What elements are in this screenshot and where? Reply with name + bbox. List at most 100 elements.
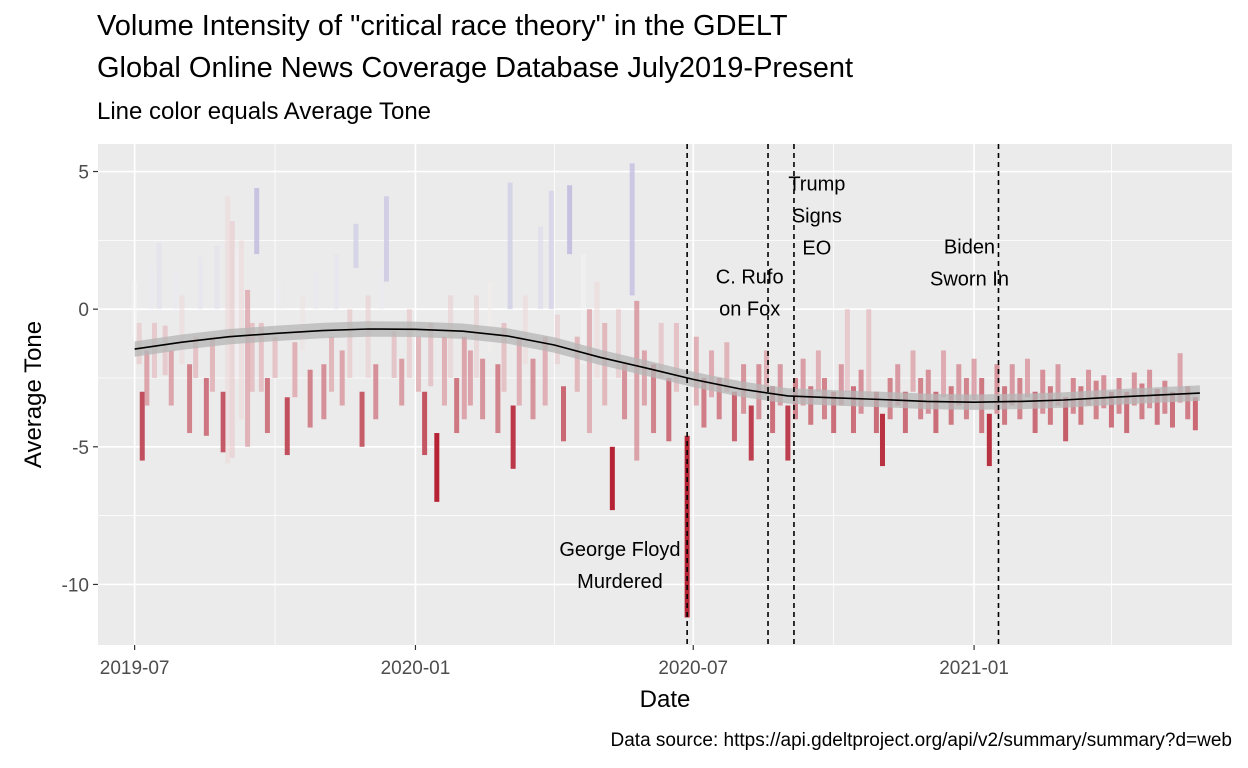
tone-bar xyxy=(777,364,783,406)
tone-bar xyxy=(329,336,335,392)
tone-bar xyxy=(399,358,405,406)
tone-bar xyxy=(693,336,699,406)
event-label-line: on Fox xyxy=(719,299,780,321)
tone-bar xyxy=(895,364,901,406)
tone-bar xyxy=(615,309,621,378)
x-tick-label: 2020-01 xyxy=(381,658,451,679)
y-tick-label: -10 xyxy=(62,575,89,596)
tone-bar xyxy=(567,185,573,255)
tone-bar xyxy=(501,322,507,392)
tone-bar xyxy=(179,295,185,365)
tone-bar xyxy=(641,350,647,406)
tone-bar xyxy=(609,446,615,511)
tone-bar xyxy=(245,289,251,447)
tone-bar xyxy=(454,377,460,434)
event-label-line: Murdered xyxy=(577,571,663,593)
tone-bar xyxy=(132,281,138,337)
tone-bar xyxy=(994,364,1000,414)
tone-bar xyxy=(850,386,856,434)
tone-bar xyxy=(658,322,664,378)
tone-bar xyxy=(1009,364,1015,406)
y-axis-label: Average Tone xyxy=(20,321,47,468)
chart-title-line-1: Volume Intensity of "critical race theor… xyxy=(97,10,788,42)
tone-bar xyxy=(284,397,290,456)
smooth-trend-line xyxy=(134,328,1200,404)
tone-bar xyxy=(510,405,516,469)
tone-bar xyxy=(844,309,850,392)
tone-bar xyxy=(1032,391,1038,434)
tone-bar xyxy=(1055,364,1061,406)
tone-bar xyxy=(838,364,844,406)
tone-bar xyxy=(220,391,226,453)
tone-bar xyxy=(353,223,359,268)
tone-bar xyxy=(808,386,814,425)
tone-bar xyxy=(347,309,353,378)
tone-bar xyxy=(933,391,939,434)
tone-bar xyxy=(1063,397,1069,442)
tone-bar xyxy=(986,413,992,467)
tone-bar xyxy=(234,248,240,378)
tone-bar xyxy=(1154,388,1160,425)
tone-bar xyxy=(1108,391,1114,428)
tone-bar xyxy=(574,336,580,392)
event-label-line: C. Rufo xyxy=(716,267,784,289)
tone-bar xyxy=(1086,369,1092,406)
tone-bar xyxy=(956,364,962,406)
tone-bar xyxy=(467,350,473,406)
tone-bar xyxy=(866,309,872,398)
tone-bar xyxy=(321,364,327,420)
event-label-line: Sworn In xyxy=(930,268,1009,290)
x-tick-label: 2020-07 xyxy=(658,658,728,679)
tone-bar xyxy=(249,322,255,392)
tone-bar xyxy=(815,350,821,392)
x-axis-label: Date xyxy=(640,686,691,713)
tone-bar xyxy=(1185,386,1191,420)
tone-bar xyxy=(313,270,319,310)
tone-bar xyxy=(373,364,379,420)
tone-bar xyxy=(441,336,447,406)
tone-bar xyxy=(542,336,548,406)
major-gridlines xyxy=(98,144,1232,645)
event-label-line: Biden xyxy=(944,236,995,258)
tone-bar xyxy=(156,243,162,310)
tone-bar xyxy=(548,190,554,310)
tone-bar xyxy=(416,336,422,392)
tone-bar xyxy=(622,364,628,420)
chart-subtitle: Line color equals Average Tone xyxy=(97,98,432,125)
event-lines: George Floyd Murdered C. Rufo on Fox Trump Si… xyxy=(559,144,1009,645)
tone-bar xyxy=(724,342,730,392)
tone-bar xyxy=(651,364,657,434)
tone-bar xyxy=(428,322,434,387)
data-source-caption: Data source: https://api.gdeltproject.or… xyxy=(610,730,1232,751)
tone-bar xyxy=(422,391,428,456)
tone-bar xyxy=(800,358,806,406)
tone-bar xyxy=(538,226,544,310)
tone-bar xyxy=(561,386,567,442)
tone-bar xyxy=(634,300,640,461)
tone-bar xyxy=(1124,391,1130,434)
tone-bar xyxy=(144,350,150,406)
event-label-line: George Floyd xyxy=(559,539,680,561)
tone-bar xyxy=(187,364,193,434)
tone-bar xyxy=(1024,358,1030,398)
tone-bar xyxy=(359,391,365,447)
tone-bar xyxy=(673,322,679,392)
tone-bar xyxy=(434,433,440,502)
tone-bar xyxy=(292,342,298,398)
tone-bar xyxy=(307,369,313,428)
tone-bar xyxy=(379,267,385,310)
tone-bar xyxy=(148,267,154,310)
tone-bar xyxy=(902,391,908,434)
tone-bar xyxy=(333,254,339,310)
tone-bar xyxy=(507,182,513,310)
tone-bar xyxy=(748,405,754,461)
tone-bar xyxy=(258,322,264,392)
tone-bar xyxy=(971,358,977,401)
x-tick-label: 2021-01 xyxy=(939,658,1009,679)
tone-bar xyxy=(716,377,722,420)
tone-bar xyxy=(731,391,737,442)
tone-bar xyxy=(580,254,586,365)
event-label-line: Trump xyxy=(788,174,845,196)
tone-bar xyxy=(391,331,397,378)
tone-bar xyxy=(770,386,776,434)
